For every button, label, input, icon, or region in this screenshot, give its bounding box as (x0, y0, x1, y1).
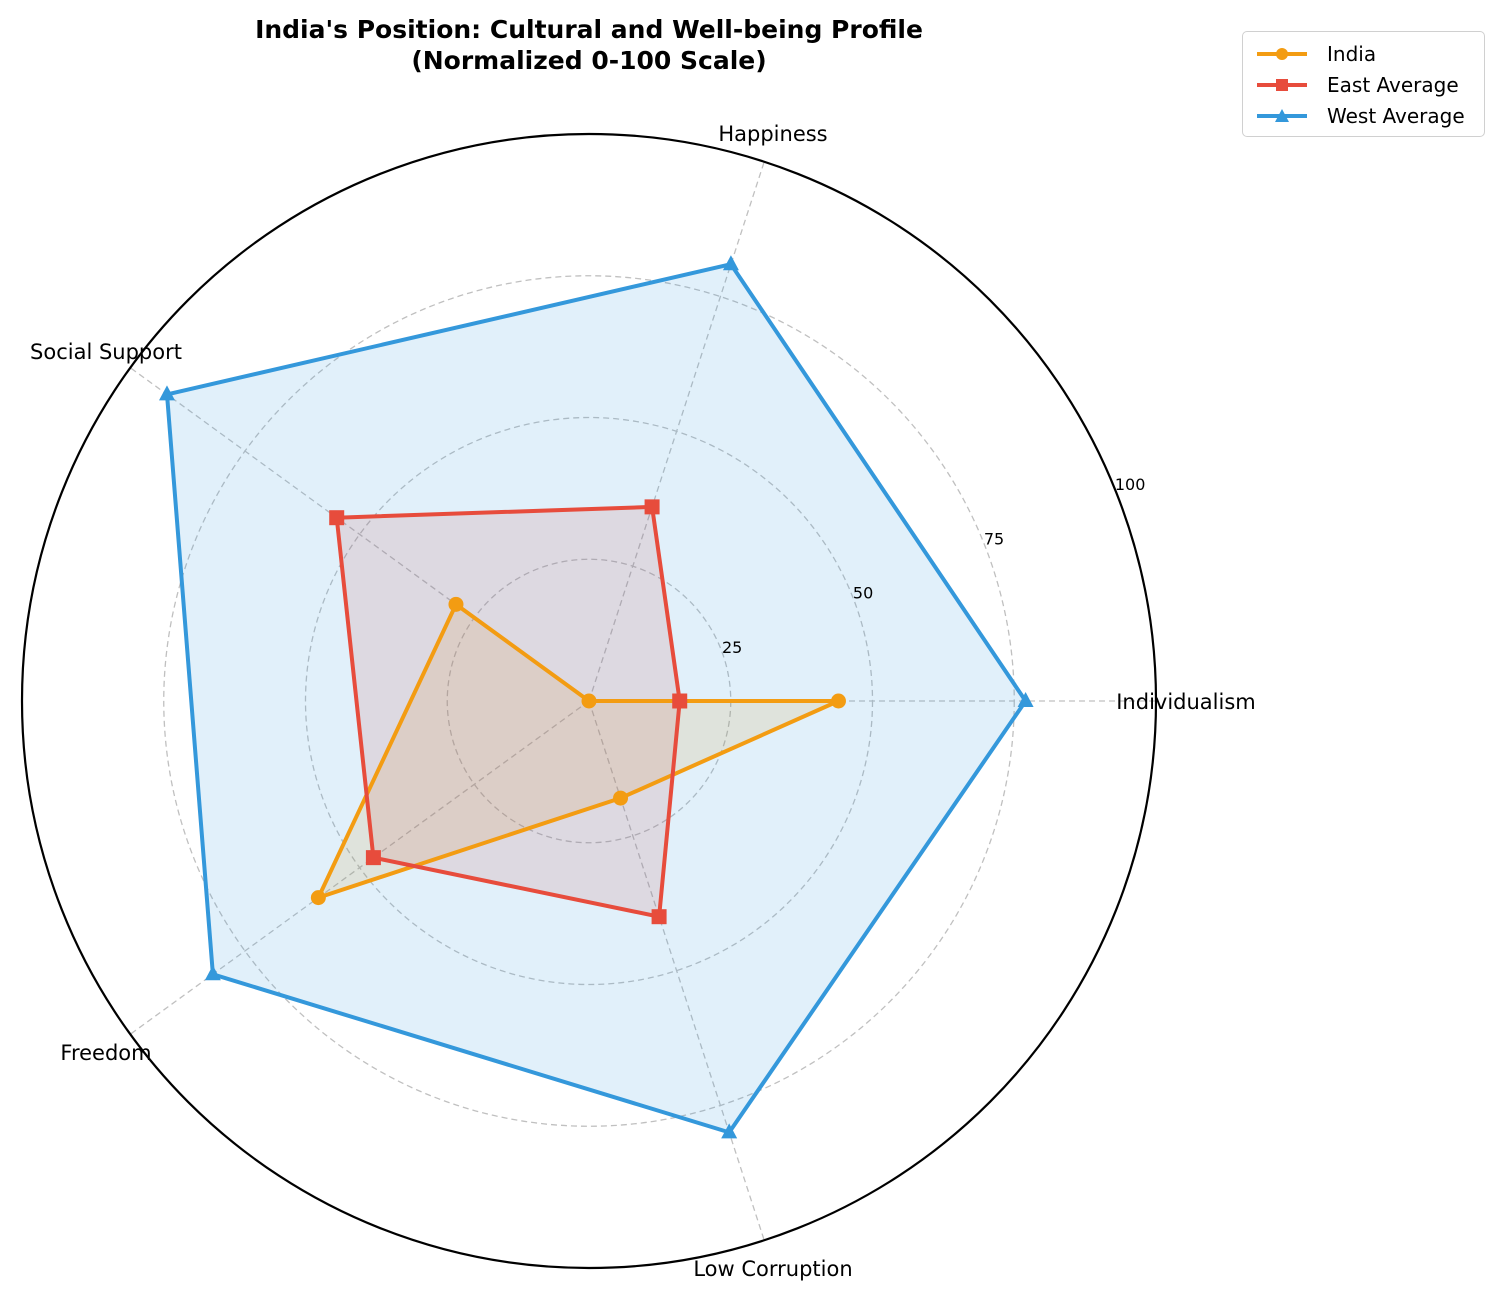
data-point (329, 510, 345, 526)
radial-tick-label: 75 (984, 529, 1004, 548)
radial-tick-label: 100 (1115, 475, 1146, 494)
legend: India East Average West Average (1242, 31, 1485, 137)
data-point (158, 385, 175, 401)
data-point (448, 596, 464, 612)
grid-spoke (588, 161, 765, 702)
chart-title-line1: India's Position: Cultural and Well-bein… (255, 15, 923, 44)
radial-tick-label: 50 (853, 584, 873, 603)
triangle-marker-icon (1257, 108, 1307, 122)
chart-title-line2: (Normalized 0-100 Scale) (411, 46, 767, 75)
data-point (644, 499, 660, 515)
data-point (722, 255, 739, 271)
category-label: Social Support (30, 340, 182, 364)
circle-marker-icon (1257, 47, 1307, 60)
category-label: Freedom (60, 1041, 151, 1065)
radar-labels: 25 50 75 100 Individualism Happiness Social Su… (20, 122, 1256, 1281)
data-point (672, 693, 688, 709)
legend-label: East Average (1327, 72, 1459, 97)
legend-item-india: India (1255, 38, 1484, 69)
series-line (165, 262, 1028, 1135)
legend-item-west-average: West Average (1255, 100, 1484, 131)
legend-label: West Average (1327, 103, 1465, 128)
outer-ring (20, 132, 1158, 1270)
radar-series (158, 255, 1034, 1139)
data-point (1017, 692, 1034, 707)
series-line (334, 504, 682, 919)
data-point (365, 850, 381, 866)
radial-tick-label: 25 (722, 638, 742, 657)
series-fill (318, 604, 839, 898)
category-label: Individualism (1116, 690, 1256, 714)
square-marker-icon (1257, 78, 1307, 91)
data-point (830, 693, 846, 709)
data-point (310, 890, 326, 906)
series-line (316, 602, 841, 900)
data-point (581, 693, 597, 709)
series-fill (336, 506, 680, 917)
chart-title: India's Position: Cultural and Well-bein… (90, 14, 1088, 76)
data-point (651, 909, 667, 925)
data-point (721, 1123, 738, 1139)
grid-spoke (588, 700, 765, 1241)
legend-item-east-average: East Average (1255, 69, 1484, 100)
category-label: Low Corruption (693, 1257, 852, 1281)
legend-label: India (1327, 41, 1377, 66)
category-label: Happiness (718, 122, 827, 146)
series-fill (167, 264, 1026, 1133)
data-point (613, 790, 629, 806)
data-point (204, 965, 221, 981)
